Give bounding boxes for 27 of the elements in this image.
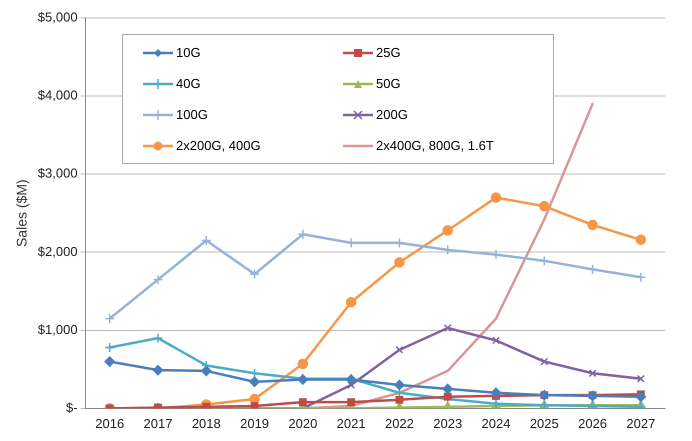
legend-label: 100G (176, 107, 208, 122)
x-tick-label: 2025 (530, 416, 559, 431)
y-tick-label: $- (66, 400, 78, 415)
x-tick-label: 2016 (95, 416, 124, 431)
x-tick-label: 2021 (336, 416, 366, 431)
x-tick-label: 2018 (192, 416, 221, 431)
y-tick-label: $1,000 (38, 322, 78, 337)
legend-label: 2x400G, 800G, 1.6T (376, 138, 494, 153)
legend-label: 40G (176, 76, 201, 91)
x-tick-label: 2022 (384, 416, 414, 431)
x-tick-label: 2027 (626, 416, 656, 431)
x-tick-label: 2023 (433, 416, 462, 431)
legend-label: 2x200G, 400G (176, 138, 261, 153)
legend-label: 200G (376, 107, 408, 122)
y-tick-label: $3,000 (38, 166, 78, 181)
y-tick-label: $4,000 (38, 88, 78, 103)
x-tick-label: 2017 (144, 416, 172, 431)
legend-label: 10G (176, 45, 201, 60)
legend-label: 50G (376, 76, 401, 91)
x-tick-label: 2020 (288, 416, 318, 431)
x-tick-label: 2024 (482, 416, 510, 431)
x-tick-label: 2026 (578, 416, 608, 431)
y-tick-label: $2,000 (38, 244, 78, 259)
y-axis-title: Sales ($M) (13, 179, 30, 248)
x-tick-label: 2019 (240, 416, 270, 431)
y-tick-label: $5,000 (38, 10, 78, 25)
legend-label: 25G (376, 45, 401, 60)
